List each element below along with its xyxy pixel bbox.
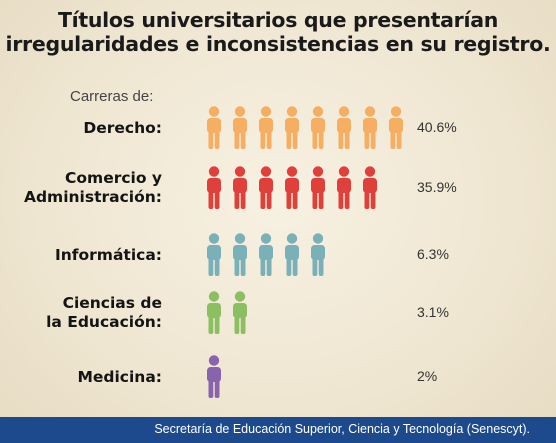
subhead: Carreras de:	[70, 88, 154, 105]
person-icon	[233, 106, 247, 149]
value-label: 3.1%	[417, 304, 449, 320]
person-icon	[311, 233, 325, 276]
person-icon	[233, 166, 247, 209]
person-icon	[363, 106, 377, 149]
category-label-line: Administración:	[23, 188, 162, 206]
source-text: Secretaría de Educación Superior, Cienci…	[154, 422, 530, 436]
person-icon	[285, 233, 299, 276]
person-icon	[389, 106, 403, 149]
category-label-line: Medicina:	[77, 367, 162, 386]
value-label: 6.3%	[417, 246, 449, 262]
person-icon	[207, 233, 221, 276]
chart-title-line-2: irregularidades e inconsistencias en su …	[5, 32, 551, 56]
source-footer: Secretaría de Educación Superior, Cienci…	[0, 417, 556, 443]
category-label: Medicina:	[77, 368, 162, 387]
person-icon	[311, 166, 325, 209]
person-icon	[233, 233, 247, 276]
category-label: Ciencias de la Educación:	[46, 294, 162, 332]
value-label: 40.6%	[417, 119, 457, 135]
chart-title-line-1: Títulos universitarios que presentarían	[57, 8, 499, 32]
person-icon	[285, 166, 299, 209]
person-icon	[207, 355, 221, 398]
person-icon	[259, 166, 273, 209]
person-icon	[259, 106, 273, 149]
category-label-line: Derecho:	[83, 118, 162, 137]
person-icon	[311, 106, 325, 149]
category-label-line: la Educación:	[46, 313, 162, 331]
category-label-line: Comercio y	[65, 169, 162, 187]
category-label-line: Ciencias de	[62, 294, 162, 312]
person-icon	[363, 166, 377, 209]
person-icon	[207, 291, 221, 334]
person-icon	[207, 166, 221, 209]
person-icon	[207, 106, 221, 149]
person-icon	[259, 233, 273, 276]
value-label: 35.9%	[417, 179, 457, 195]
person-icon	[337, 166, 351, 209]
category-label: Informática:	[55, 246, 162, 265]
pictograph-icons	[207, 106, 403, 398]
category-label-line: Informática:	[54, 245, 162, 264]
chart-title: Títulos universitarios que presentarían …	[0, 8, 556, 56]
category-label: Comercio y Administración:	[24, 169, 162, 207]
category-label: Derecho:	[83, 119, 162, 138]
person-icon	[233, 291, 247, 334]
person-icon	[337, 106, 351, 149]
person-icon	[285, 106, 299, 149]
value-label: 2%	[417, 368, 438, 384]
